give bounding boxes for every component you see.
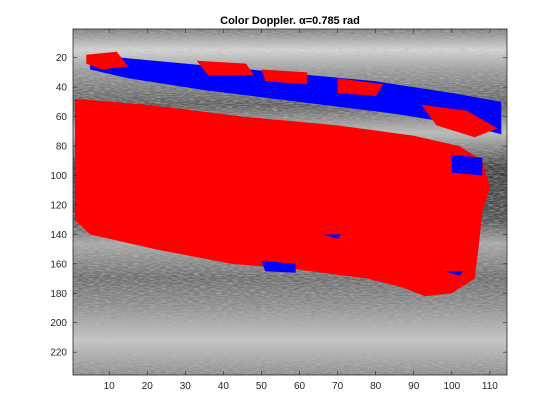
x-tick-label: 90 <box>408 381 420 392</box>
y-tick-label: 200 <box>50 318 67 329</box>
axes-frame <box>72 28 508 376</box>
x-tick-label: 70 <box>332 381 344 392</box>
blue-flow-region-3-2 <box>444 271 464 276</box>
red-flow-region-0-0 <box>74 98 490 297</box>
y-tick-label: 60 <box>56 112 68 123</box>
x-tick-label: 110 <box>482 381 498 392</box>
blue-flow-region-3-0 <box>451 154 483 176</box>
x-tick-label: 60 <box>294 381 306 392</box>
x-tick-label: 40 <box>218 381 230 392</box>
y-tick-label: 160 <box>50 259 67 270</box>
red-flow-region-2-3 <box>337 78 384 96</box>
y-axis: 20 40 60 80 100 120 140 160 180 200 220 <box>50 53 507 359</box>
y-tick-label: 100 <box>50 171 67 182</box>
y-tick-label: 20 <box>56 53 68 64</box>
y-tick-label: 220 <box>50 348 67 359</box>
y-tick-label: 80 <box>56 142 68 153</box>
y-tick-label: 140 <box>50 230 67 241</box>
y-tick-label: 120 <box>50 200 67 211</box>
red-flow-region-2-4 <box>421 104 498 138</box>
red-flow-region-2-2 <box>261 69 308 85</box>
red-flow-region-2-0 <box>86 51 129 70</box>
chart-title: Color Doppler. α=0.785 rad <box>220 15 360 27</box>
blue-flow-region-3-3 <box>322 234 342 239</box>
blue-flow-region-1-0 <box>90 54 502 135</box>
plot-area <box>73 29 507 375</box>
red-flow-region-2-1 <box>196 60 254 76</box>
x-tick-label: 50 <box>256 381 268 392</box>
y-tick-label: 40 <box>56 83 68 94</box>
x-tick-label: 100 <box>443 381 460 392</box>
x-tick-label: 20 <box>142 381 154 392</box>
blue-flow-region-3-1 <box>261 260 296 273</box>
x-tick-label: 80 <box>370 381 382 392</box>
x-tick-label: 30 <box>180 381 192 392</box>
x-tick-label: 10 <box>104 381 116 392</box>
x-axis: 10 20 30 40 50 60 70 80 90 100 110 <box>104 29 498 392</box>
y-tick-label: 180 <box>50 289 67 300</box>
